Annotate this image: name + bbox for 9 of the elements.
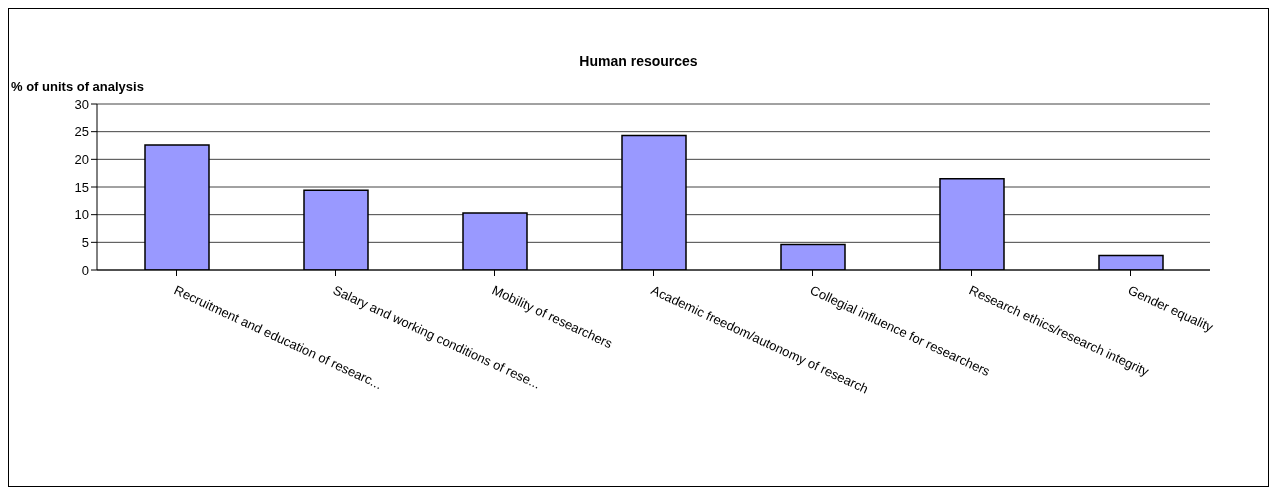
y-tick-label: 30 xyxy=(74,96,89,112)
y-tick-label: 20 xyxy=(74,151,89,167)
chart-title: Human resources xyxy=(578,53,699,69)
y-axis-title: % of units of analysis xyxy=(11,79,144,94)
y-tick-label: 25 xyxy=(74,124,89,140)
y-tick-label: 15 xyxy=(74,179,89,195)
y-tick-label: 10 xyxy=(74,207,89,223)
y-tick-label: 0 xyxy=(81,262,89,278)
y-tick-label: 5 xyxy=(81,234,89,250)
